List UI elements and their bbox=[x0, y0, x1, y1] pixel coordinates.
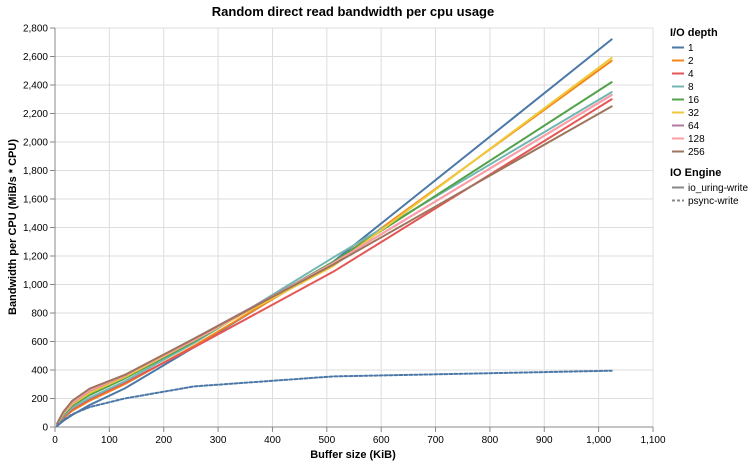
legend-title: I/O depth bbox=[670, 27, 718, 39]
legend-label: 4 bbox=[688, 69, 694, 80]
x-tick-label: 0 bbox=[52, 435, 58, 446]
legend-label: 32 bbox=[688, 108, 700, 119]
y-tick-label: 1,000 bbox=[23, 280, 48, 291]
x-tick-label: 400 bbox=[264, 435, 281, 446]
x-axis-title: Buffer size (KiB) bbox=[310, 449, 396, 461]
legend-label: 256 bbox=[688, 147, 705, 158]
y-tick-label: 2,600 bbox=[23, 52, 48, 63]
legend-label: psync-write bbox=[688, 196, 739, 207]
x-tick-label: 900 bbox=[536, 435, 553, 446]
x-tick-label: 700 bbox=[427, 435, 444, 446]
x-tick-label: 300 bbox=[210, 435, 227, 446]
y-tick-label: 2,800 bbox=[23, 24, 48, 35]
series-line-psync-write-depth-1 bbox=[56, 369, 613, 427]
x-tick-label: 800 bbox=[482, 435, 499, 446]
legend-label: 8 bbox=[688, 82, 694, 93]
legend-label: 128 bbox=[688, 134, 705, 145]
y-tick-label: 2,000 bbox=[23, 138, 48, 149]
y-tick-label: 800 bbox=[31, 309, 48, 320]
y-tick-label: 200 bbox=[31, 394, 48, 405]
legend-label: 64 bbox=[688, 121, 700, 132]
legend-label: 1 bbox=[688, 43, 694, 54]
legend-label: 2 bbox=[688, 56, 694, 67]
y-tick-label: 0 bbox=[42, 423, 48, 434]
series-line-io_uring-write-depth-256 bbox=[56, 105, 613, 425]
chart-title: Random direct read bandwidth per cpu usa… bbox=[212, 4, 494, 19]
x-tick-label: 500 bbox=[318, 435, 335, 446]
legend-label: 16 bbox=[688, 95, 700, 106]
series-lines bbox=[56, 38, 613, 427]
y-tick-label: 1,200 bbox=[23, 252, 48, 263]
axes: 0 100 200 300 400 500 600 700 800 900 1,000 1,100 0 2… bbox=[23, 24, 666, 447]
y-axis-title: Bandwidth per CPU (MiB/s * CPU) bbox=[7, 139, 19, 315]
y-tick-label: 2,200 bbox=[23, 109, 48, 120]
y-tick-label: 1,800 bbox=[23, 166, 48, 177]
y-tick-label: 1,400 bbox=[23, 223, 48, 234]
y-tick-label: 600 bbox=[31, 337, 48, 348]
x-tick-label: 600 bbox=[373, 435, 390, 446]
legend: I/O depth 1 2 4 8 16 32 64 128 256 IO Engine io_uri… bbox=[670, 27, 748, 207]
x-tick-label: 1,000 bbox=[586, 435, 611, 446]
series-line-io_uring-write-depth-32 bbox=[56, 56, 613, 426]
legend-title: IO Engine bbox=[670, 167, 721, 179]
legend-label: io_uring-write bbox=[688, 183, 748, 194]
y-tick-label: 400 bbox=[31, 366, 48, 377]
x-tick-label: 100 bbox=[101, 435, 118, 446]
x-tick-label: 200 bbox=[155, 435, 172, 446]
x-tick-label: 1,100 bbox=[640, 435, 665, 446]
y-tick-label: 2,400 bbox=[23, 81, 48, 92]
y-tick-label: 1,600 bbox=[23, 195, 48, 206]
